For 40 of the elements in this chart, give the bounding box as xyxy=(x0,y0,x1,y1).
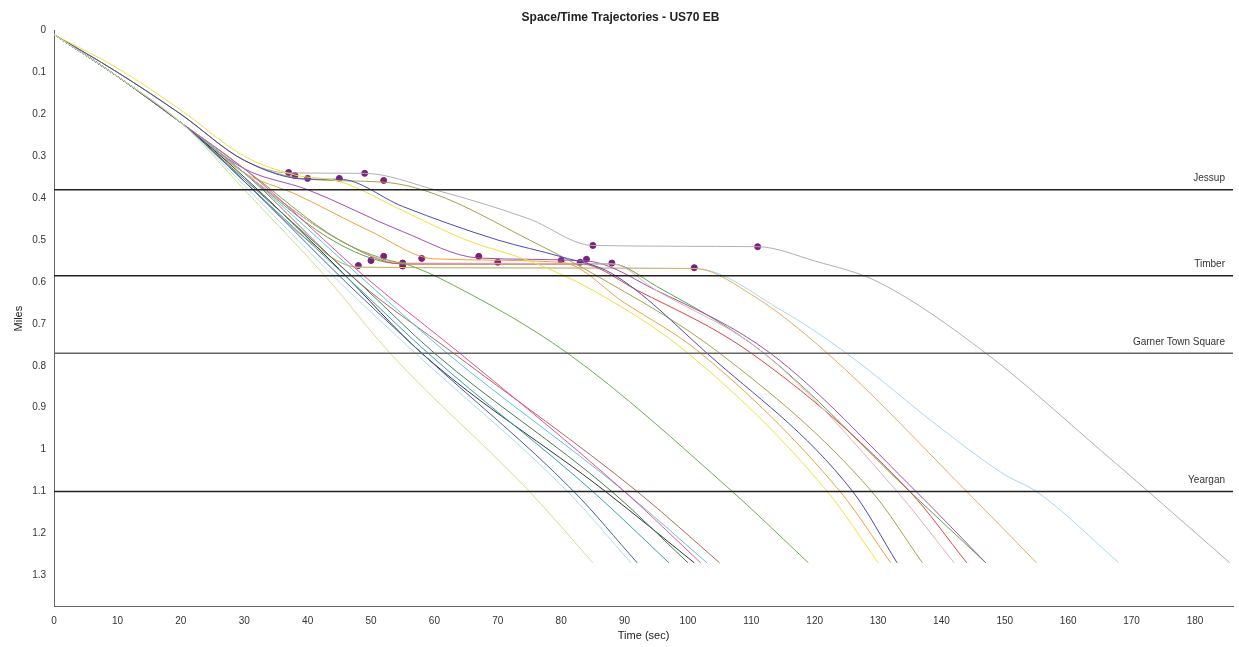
x-tick-label: 100 xyxy=(679,614,697,626)
x-axis-title: Time (sec) xyxy=(617,629,670,642)
y-tick-label: 0.9 xyxy=(32,401,47,413)
x-tick-label: 70 xyxy=(492,614,504,626)
y-tick-label: 0.1 xyxy=(32,66,47,78)
x-tick-label: 150 xyxy=(996,614,1014,626)
x-tick-label: 90 xyxy=(618,614,631,626)
x-tick-label: 120 xyxy=(806,614,824,626)
y-tick-label: 0 xyxy=(40,24,47,36)
x-tick-label: 60 xyxy=(428,614,441,626)
x-tick-label: 130 xyxy=(869,614,887,626)
x-tick-label: 110 xyxy=(743,614,760,626)
x-tick-label: 140 xyxy=(933,614,951,626)
y-tick-label: 0.8 xyxy=(32,359,47,371)
y-tick-label: 1.3 xyxy=(32,569,47,581)
x-tick-label: 10 xyxy=(111,614,124,626)
ref-line-label: Timber xyxy=(1194,258,1226,270)
y-tick-label: 1 xyxy=(40,443,47,455)
chart-title: Space/Time Trajectories - US70 EB xyxy=(521,9,720,24)
y-tick-label: 0.6 xyxy=(32,275,47,287)
x-tick-label: 30 xyxy=(238,614,251,626)
y-tick-label: 0.4 xyxy=(32,191,47,203)
x-tick-label: 160 xyxy=(1059,614,1077,626)
y-tick-label: 0.3 xyxy=(32,149,47,161)
x-tick-label: 0 xyxy=(51,614,58,626)
x-tick-label: 40 xyxy=(302,614,314,626)
x-tick-label: 170 xyxy=(1123,614,1141,626)
y-tick-label: 0.2 xyxy=(32,107,47,119)
y-tick-label: 1.1 xyxy=(32,485,47,497)
y-axis-title: Miles xyxy=(11,305,24,332)
ref-line-label: Garner Town Square xyxy=(1132,335,1226,347)
x-tick-label: 80 xyxy=(555,614,568,626)
y-tick-label: 1.2 xyxy=(32,527,47,539)
ref-line-label: Yeargan xyxy=(1188,474,1225,486)
y-tick-label: 0.5 xyxy=(32,233,47,245)
y-tick-label: 0.7 xyxy=(32,317,47,329)
x-tick-label: 180 xyxy=(1186,614,1204,626)
ref-line-label: Jessup xyxy=(1193,172,1226,184)
x-tick-label: 50 xyxy=(365,614,378,626)
x-tick-label: 20 xyxy=(175,614,187,626)
